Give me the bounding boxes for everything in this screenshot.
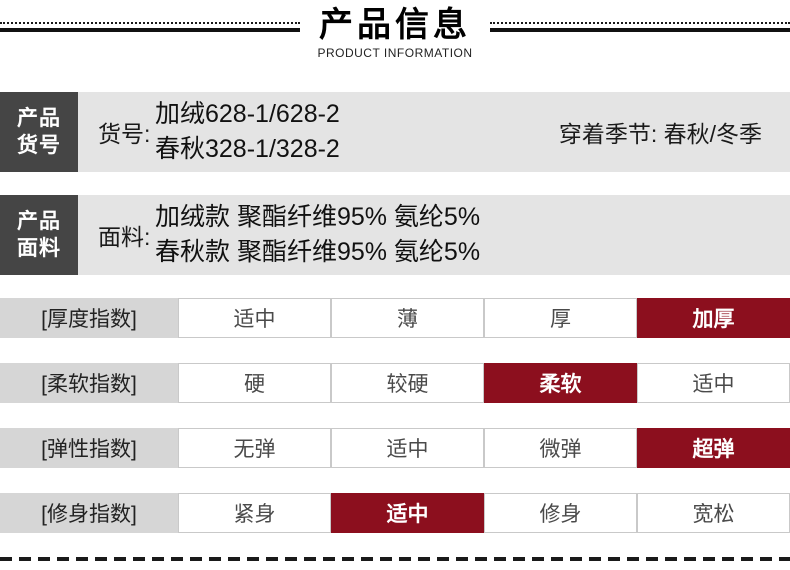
bottom-dashed-divider <box>0 557 790 561</box>
index-option: 修身 <box>484 493 637 533</box>
dotted-line <box>490 22 790 24</box>
index-option: 适中 <box>637 363 790 403</box>
index-row-label: [弹性指数] <box>0 428 178 468</box>
page-title: 产品信息 <box>319 6 471 44</box>
fabric-values: 加绒款 聚酯纤维95% 氨纶5% 春秋款 聚酯纤维95% 氨纶5% <box>155 195 480 275</box>
section-product-number: 产品 货号 货号: 加绒628-1/628-2 春秋328-1/328-2 穿着… <box>0 92 790 172</box>
badge-line: 货号 <box>17 134 61 157</box>
index-option-selected: 超弹 <box>637 428 790 468</box>
section-product-fabric: 产品 面料 面料: 加绒款 聚酯纤维95% 氨纶5% 春秋款 聚酯纤维95% 氨… <box>0 195 790 275</box>
index-option: 适中 <box>331 428 484 468</box>
index-row-fit: [修身指数] 紧身 适中 修身 宽松 <box>0 493 790 533</box>
index-option: 厚 <box>484 298 637 338</box>
section-badge-product-number: 产品 货号 <box>0 92 78 172</box>
header-line-left <box>0 22 300 32</box>
header-line-right <box>490 22 790 32</box>
fabric-label: 面料: <box>98 224 151 250</box>
index-row-label: [柔软指数] <box>0 363 178 403</box>
index-option: 较硬 <box>331 363 484 403</box>
index-row-label: [厚度指数] <box>0 298 178 338</box>
index-option: 无弹 <box>178 428 331 468</box>
solid-line <box>0 28 300 32</box>
badge-line: 产品 <box>17 107 61 130</box>
fabric-value: 加绒款 聚酯纤维95% 氨纶5% <box>155 203 481 231</box>
wearing-season-label: 穿着季节: 春秋/冬季 <box>558 121 762 147</box>
index-option: 紧身 <box>178 493 331 533</box>
index-option: 宽松 <box>637 493 790 533</box>
index-option: 硬 <box>178 363 331 403</box>
solid-line <box>490 28 790 32</box>
index-option: 薄 <box>331 298 484 338</box>
index-row-elasticity: [弹性指数] 无弹 适中 微弹 超弹 <box>0 428 790 468</box>
index-option-selected: 适中 <box>331 493 484 533</box>
item-number-value: 春秋328-1/328-2 <box>155 135 340 163</box>
index-row-label: [修身指数] <box>0 493 178 533</box>
section-badge-product-fabric: 产品 面料 <box>0 195 78 275</box>
page-subtitle: PRODUCT INFORMATION <box>317 46 473 60</box>
item-number-values: 加绒628-1/628-2 春秋328-1/328-2 <box>155 92 340 172</box>
index-row-softness: [柔软指数] 硬 较硬 柔软 适中 <box>0 363 790 403</box>
item-number-value: 加绒628-1/628-2 <box>155 100 340 128</box>
header: 产品信息 PRODUCT INFORMATION <box>0 5 790 60</box>
index-row-thickness: [厚度指数] 适中 薄 厚 加厚 <box>0 298 790 338</box>
index-option-selected: 柔软 <box>484 363 637 403</box>
index-option-selected: 加厚 <box>637 298 790 338</box>
badge-line: 产品 <box>17 210 61 233</box>
dotted-line <box>0 22 300 24</box>
fabric-value: 春秋款 聚酯纤维95% 氨纶5% <box>155 238 481 266</box>
index-option: 适中 <box>178 298 331 338</box>
badge-line: 面料 <box>17 237 61 260</box>
item-number-label: 货号: <box>98 121 151 147</box>
index-option: 微弹 <box>484 428 637 468</box>
